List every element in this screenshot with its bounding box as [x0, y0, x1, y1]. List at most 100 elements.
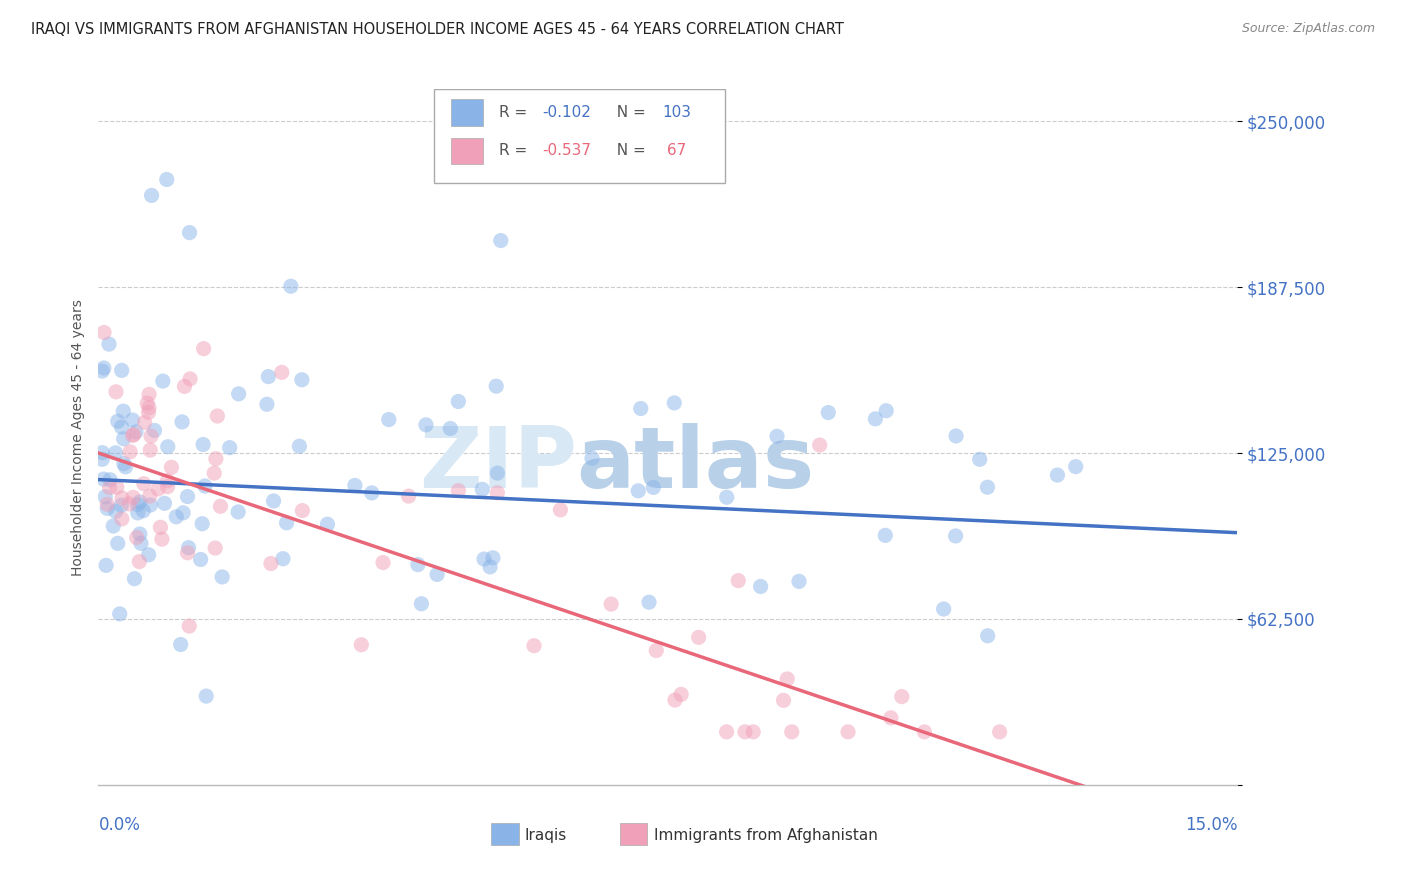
Point — [170, 415, 193, 429]
Point — [195, 689, 218, 703]
Point — [179, 226, 201, 240]
Point — [110, 420, 132, 434]
Point — [600, 597, 623, 611]
Point — [160, 460, 183, 475]
Point — [150, 532, 173, 546]
Point — [837, 724, 859, 739]
Point — [627, 483, 650, 498]
Point — [91, 445, 114, 459]
Point — [316, 517, 339, 532]
Point — [118, 497, 141, 511]
Point — [127, 498, 149, 512]
Point — [156, 172, 179, 186]
Point — [125, 531, 148, 545]
Point — [976, 480, 998, 494]
Point — [780, 724, 803, 739]
Point — [912, 724, 935, 739]
Point — [360, 486, 382, 500]
Point — [727, 574, 749, 588]
Point — [104, 446, 127, 460]
Point — [139, 489, 162, 503]
Point — [643, 480, 665, 494]
Point — [976, 629, 998, 643]
Point — [132, 476, 155, 491]
Point — [523, 639, 546, 653]
Point — [945, 529, 967, 543]
Text: -0.102: -0.102 — [543, 105, 592, 120]
Text: R =: R = — [499, 105, 533, 120]
Point — [191, 437, 214, 451]
Point — [988, 724, 1011, 739]
Point — [202, 466, 225, 480]
Point — [398, 489, 420, 503]
Point — [270, 365, 292, 379]
Point — [93, 326, 115, 340]
Text: 15.0%: 15.0% — [1185, 816, 1237, 834]
Point — [141, 188, 163, 202]
Point — [124, 572, 146, 586]
Point — [169, 638, 191, 652]
Point — [179, 372, 201, 386]
Point — [260, 557, 283, 571]
Point — [91, 364, 114, 378]
Point — [128, 495, 150, 509]
Point — [1046, 468, 1069, 483]
Point — [291, 373, 314, 387]
Point — [112, 432, 135, 446]
Point — [716, 724, 738, 739]
Point — [128, 555, 150, 569]
Point — [105, 384, 128, 399]
Point — [276, 516, 298, 530]
Point — [143, 424, 166, 438]
Point — [120, 444, 142, 458]
Point — [91, 452, 114, 467]
Text: ZIP: ZIP — [419, 424, 576, 507]
Point — [98, 337, 121, 351]
Point — [638, 595, 661, 609]
Point — [149, 520, 172, 534]
Point — [153, 496, 176, 510]
Point — [177, 541, 200, 555]
Point — [173, 379, 195, 393]
Point — [114, 459, 136, 474]
Point — [96, 501, 118, 516]
Point — [932, 602, 955, 616]
Point — [415, 417, 437, 432]
Point — [139, 429, 162, 443]
Point — [156, 474, 179, 488]
Point — [808, 438, 831, 452]
FancyBboxPatch shape — [620, 823, 647, 846]
Point — [218, 441, 240, 455]
Point — [256, 397, 278, 411]
Point — [98, 473, 121, 487]
Point — [749, 580, 772, 594]
Point — [645, 643, 668, 657]
Point — [122, 491, 145, 505]
Point — [482, 550, 505, 565]
Point — [176, 490, 198, 504]
Point — [350, 638, 373, 652]
Text: IRAQI VS IMMIGRANTS FROM AFGHANISTAN HOUSEHOLDER INCOME AGES 45 - 64 YEARS CORRE: IRAQI VS IMMIGRANTS FROM AFGHANISTAN HOU… — [31, 22, 844, 37]
Point — [581, 451, 603, 466]
Point — [969, 452, 991, 467]
Point — [406, 558, 429, 572]
Point — [156, 440, 179, 454]
Point — [228, 387, 250, 401]
Point — [111, 363, 134, 377]
FancyBboxPatch shape — [451, 137, 484, 164]
Point — [146, 482, 169, 496]
Point — [630, 401, 652, 416]
Point — [890, 690, 912, 704]
Point — [165, 509, 187, 524]
FancyBboxPatch shape — [451, 99, 484, 126]
Point — [447, 483, 470, 498]
Point — [122, 427, 145, 442]
Point — [103, 519, 125, 533]
Point — [772, 693, 794, 707]
Point — [439, 421, 461, 435]
Point — [776, 672, 799, 686]
Point — [179, 619, 201, 633]
Point — [138, 405, 160, 419]
Point — [94, 490, 117, 504]
Point — [817, 406, 839, 420]
